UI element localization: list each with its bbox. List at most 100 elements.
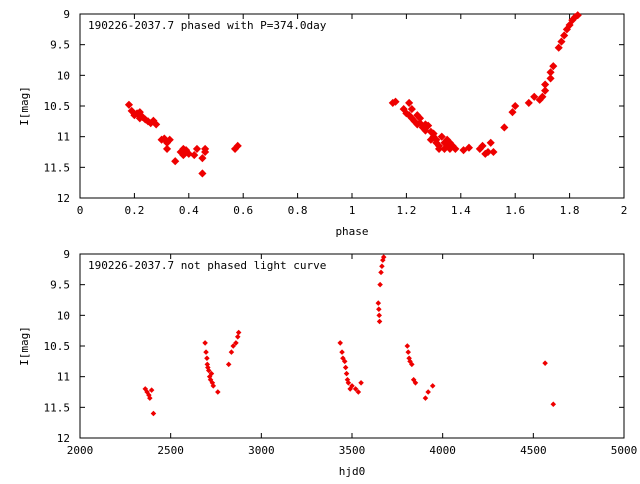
data-point [234,334,241,340]
data-point [409,361,415,368]
data-point [542,360,548,366]
x-tick-label: 5000 [611,444,638,457]
data-point [233,340,239,346]
data-point [343,370,350,377]
x-tick-label: 0.6 [233,204,253,217]
data-point [459,146,468,155]
data-point [152,120,161,129]
data-point [204,355,210,362]
data-point [202,340,208,346]
data-point [377,281,383,288]
data-point [538,92,547,101]
data-point [424,121,433,130]
data-point [376,312,382,319]
data-point [530,92,539,101]
y-tick-label: 11.5 [44,401,71,414]
data-point [407,105,416,114]
data-point [378,269,384,276]
data-point [391,97,400,106]
data-point [147,395,153,401]
data-point [341,358,348,365]
data-point [235,329,242,336]
data-point [379,263,385,270]
data-point [124,100,134,109]
x-tick-label: 1.4 [451,204,471,217]
data-point [228,349,235,355]
data-point [375,300,382,306]
data-point [148,387,155,393]
data-point [573,11,582,20]
plot-frame [79,13,625,199]
data-point [405,349,411,355]
x-tick-label: 1.2 [396,204,416,217]
data-point [486,138,495,147]
data-point [201,147,210,157]
data-point [233,141,242,150]
x-axis-label: phase [335,225,368,238]
x-tick-label: 1 [349,204,356,217]
y-tick-label: 9 [63,8,70,21]
data-point [546,74,555,83]
data-point [429,129,438,138]
chart-title: 190226-2037.7 not phased light curve [88,259,326,272]
data-points [142,254,557,417]
data-point [432,135,441,144]
data-point [337,340,343,346]
x-tick-label: 4500 [520,444,547,457]
data-points [124,11,582,178]
y-tick-label: 11 [57,131,70,144]
data-point [349,383,355,389]
x-tick-label: 2500 [157,444,184,457]
data-point [208,370,215,377]
data-point [205,367,212,374]
x-tick-label: 2 [621,204,628,217]
x-tick-label: 0 [77,204,84,217]
y-tick-label: 11.5 [44,161,71,174]
data-point [190,151,199,160]
x-tick-label: 3000 [248,444,275,457]
y-tick-label: 11 [57,371,70,384]
data-point [500,123,509,132]
y-tick-label: 10.5 [44,100,71,113]
data-point [483,147,493,157]
data-point [412,380,419,386]
data-point [415,114,425,123]
y-tick-label: 12 [57,432,70,445]
data-point [380,254,387,260]
data-point [429,383,436,389]
x-tick-label: 1.8 [560,204,580,217]
data-point [541,80,550,89]
x-tick-label: 0.8 [288,204,308,217]
x-tick-label: 0.2 [124,204,144,217]
data-point [210,383,217,389]
data-point [405,98,414,107]
y-axis-label: I[mag] [18,86,31,126]
data-point [557,37,566,46]
data-point [230,343,236,349]
data-point [508,108,517,117]
chart-title: 190226-2037.7 phased with P=374.0day [88,19,327,32]
data-point [376,318,383,325]
y-tick-label: 10 [57,69,70,82]
x-tick-label: 2000 [67,444,94,457]
data-point [192,144,202,153]
data-point [489,147,498,157]
data-point [451,144,460,153]
y-axis-label: I[mag] [18,326,31,366]
data-point [425,389,431,395]
x-tick-label: 3500 [339,444,366,457]
y-tick-label: 9.5 [50,279,70,292]
data-point [150,410,157,417]
data-point [421,126,430,135]
data-point [345,380,352,386]
data-point [560,31,569,40]
x-axis-label: hjd0 [339,465,366,478]
data-point [352,386,359,392]
data-point [554,43,563,52]
data-point [549,62,558,71]
data-point [171,157,180,166]
x-tick-label: 4000 [429,444,456,457]
data-point [203,349,209,355]
